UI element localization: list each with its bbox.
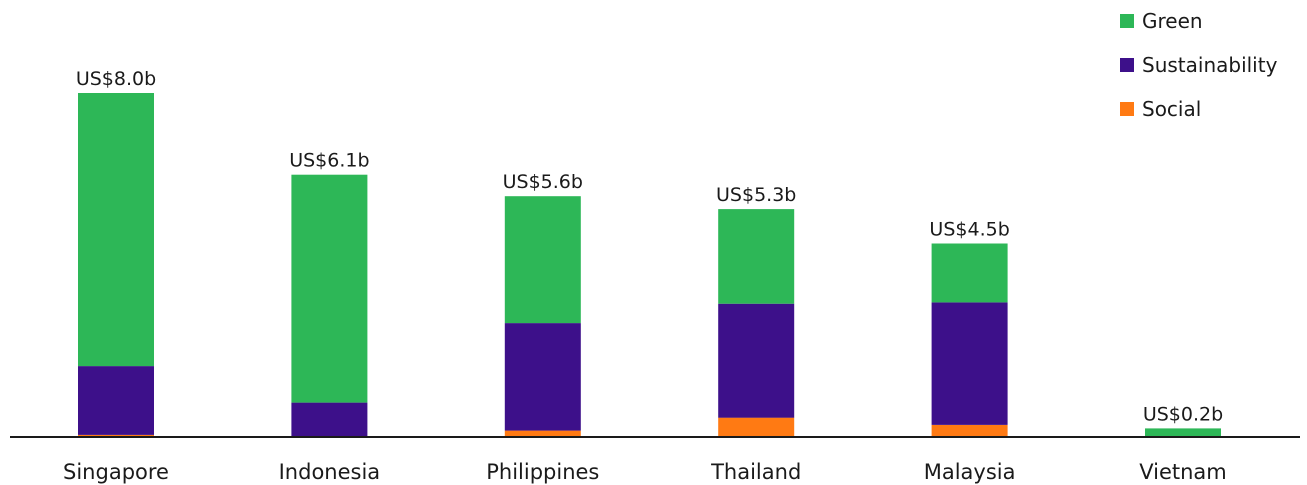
bar-segment-thailand-green xyxy=(718,209,795,304)
legend-label-social: Social xyxy=(1142,97,1201,121)
total-label-philippines: US$5.6b xyxy=(503,171,583,193)
bar-segment-singapore-social xyxy=(78,434,154,437)
category-label-indonesia: Indonesia xyxy=(279,460,381,484)
category-label-philippines: Philippines xyxy=(486,460,599,484)
bar-segment-philippines-social xyxy=(504,430,581,438)
bars-layer xyxy=(78,93,1221,438)
legend-swatch-social xyxy=(1120,102,1134,116)
total-label-vietnam: US$0.2b xyxy=(1143,403,1223,425)
bar-segment-malaysia-sustainability xyxy=(931,302,1008,425)
category-labels-layer: Singapore Indonesia Philippines Thailand Mal… xyxy=(63,460,1227,484)
bar-segment-vietnam-green xyxy=(1145,428,1221,437)
legend-label-sustainability: Sustainability xyxy=(1142,53,1278,77)
legend-label-green: Green xyxy=(1142,9,1203,33)
bar-segment-singapore-green xyxy=(78,93,154,367)
bar-segment-indonesia-sustainability xyxy=(291,402,368,437)
bar-segment-malaysia-green xyxy=(931,243,1008,303)
total-label-malaysia: US$4.5b xyxy=(929,219,1009,241)
bar-segment-philippines-sustainability xyxy=(504,323,581,431)
category-label-malaysia: Malaysia xyxy=(924,460,1016,484)
category-label-thailand: Thailand xyxy=(710,460,801,484)
bar-segment-singapore-sustainability xyxy=(78,366,154,435)
total-label-indonesia: US$6.1b xyxy=(289,150,369,172)
total-label-singapore: US$8.0b xyxy=(76,68,156,90)
legend-swatch-sustainability xyxy=(1120,58,1134,72)
bar-segment-malaysia-social xyxy=(931,425,1008,437)
bar-segment-indonesia-green xyxy=(291,174,368,403)
legend: Green Sustainability Social xyxy=(1120,9,1278,121)
bar-segment-philippines-green xyxy=(504,196,581,324)
bar-segment-thailand-sustainability xyxy=(718,303,795,418)
bar-segment-thailand-social xyxy=(718,417,795,437)
category-label-vietnam: Vietnam xyxy=(1139,460,1227,484)
category-label-singapore: Singapore xyxy=(63,460,169,484)
total-labels-layer: US$8.0b US$6.1b US$5.6b US$5.3b US$4.5b US$0.… xyxy=(76,68,1223,425)
total-label-thailand: US$5.3b xyxy=(716,184,796,206)
legend-swatch-green xyxy=(1120,14,1134,28)
